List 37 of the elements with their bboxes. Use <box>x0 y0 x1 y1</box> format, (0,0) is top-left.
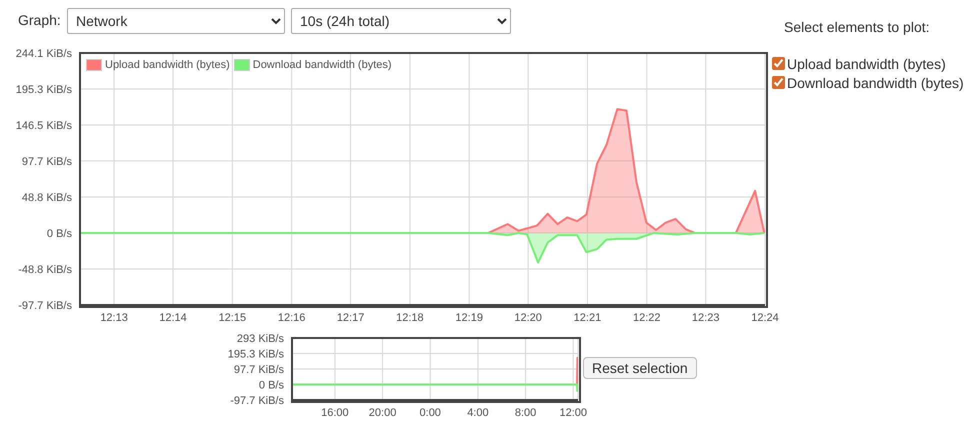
x-tick-label: 12:00 <box>559 406 587 419</box>
x-tick-label: 12:20 <box>514 312 542 324</box>
y-tick-label: 244.1 KiB/s <box>16 48 72 60</box>
x-tick-label: 12:24 <box>751 312 779 324</box>
x-tick-label: 8:00 <box>514 406 536 419</box>
x-tick-label: 12:23 <box>692 312 720 324</box>
x-tick-label: 12:18 <box>396 312 424 324</box>
legend-label: Upload bandwidth (bytes) <box>105 59 230 71</box>
x-tick-label: 12:13 <box>100 312 128 324</box>
x-tick-label: 0:00 <box>420 406 441 419</box>
text: Upload bandwidth (bytes) <box>787 56 946 72</box>
y-tick-label: 195.3 KiB/s <box>16 84 72 96</box>
y-tick-label: -97.7 KiB/s <box>230 394 284 407</box>
y-tick-label: -48.8 KiB/s <box>18 264 72 276</box>
y-tick-label: 146.5 KiB/s <box>16 120 72 132</box>
x-tick-label: 12:15 <box>218 312 246 324</box>
y-tick-label: -97.7 KiB/s <box>18 300 72 312</box>
x-tick-label: 20:00 <box>368 406 396 419</box>
x-tick-label: 16:00 <box>321 406 349 419</box>
x-tick-label: 12:21 <box>574 312 602 324</box>
y-tick-label: 195.3 KiB/s <box>228 348 284 360</box>
text: Select elements to plot: <box>784 19 930 35</box>
y-tick-label: 97.7 KiB/s <box>22 156 72 168</box>
y-tick-label: 0 B/s <box>46 228 72 240</box>
legend-label: Download bandwidth (bytes) <box>252 59 392 71</box>
text: Graph: <box>18 12 61 28</box>
x-tick-label: 12:22 <box>632 312 661 324</box>
y-tick-label: 293 KiB/s <box>236 332 284 345</box>
y-tick-label: 48.8 KiB/s <box>22 192 72 204</box>
x-tick-label: 12:16 <box>278 312 306 324</box>
x-tick-label: 12:14 <box>159 312 187 324</box>
x-tick-label: 4:00 <box>467 406 489 419</box>
text: Download bandwidth (bytes) <box>787 74 964 90</box>
x-tick-label: 12:19 <box>455 312 483 324</box>
x-tick-label: 12:17 <box>336 312 364 324</box>
y-tick-label: 97.7 KiB/s <box>234 364 284 376</box>
y-tick-label: 0 B/s <box>258 379 284 392</box>
